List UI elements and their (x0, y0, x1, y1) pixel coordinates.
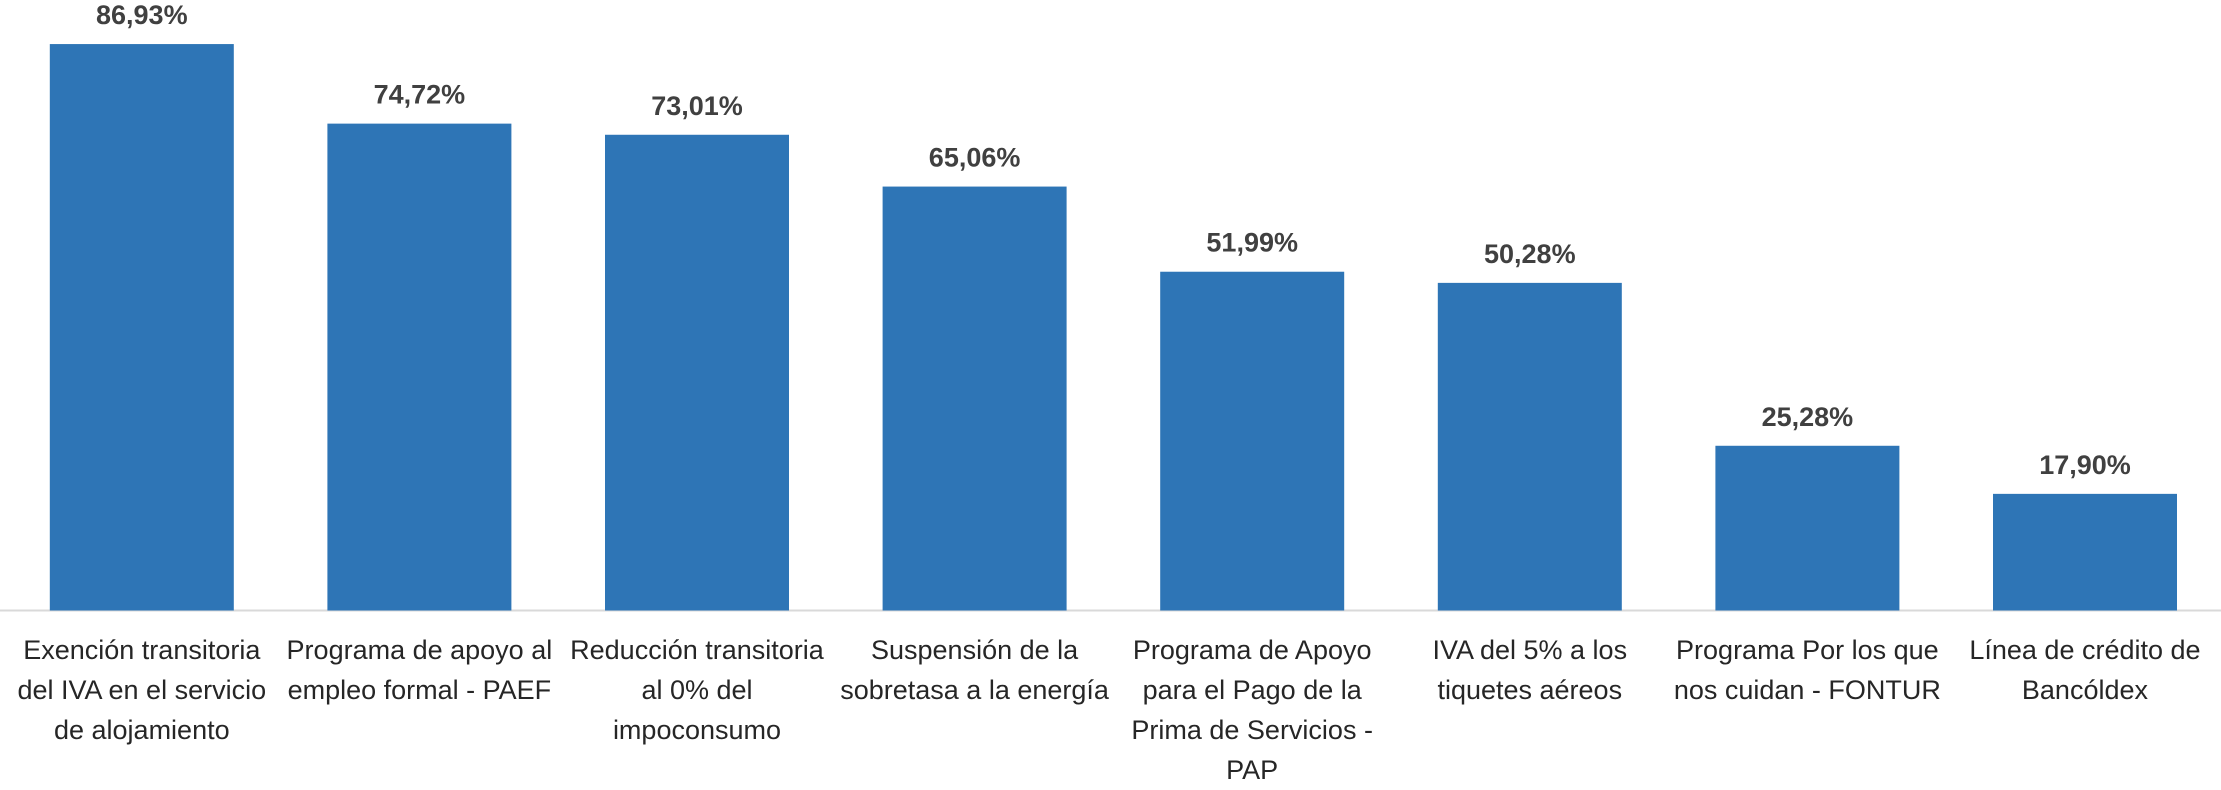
value-label: 50,28% (1484, 239, 1576, 269)
value-label: 51,99% (1206, 228, 1298, 258)
value-label: 86,93% (96, 0, 188, 30)
x-tick-label: IVA del 5% a los tiquetes aéreos (1432, 635, 1628, 705)
bar (1993, 493, 2177, 611)
bar (49, 44, 234, 611)
bar (882, 186, 1067, 611)
value-label: 65,06% (929, 143, 1021, 173)
value-label: 25,28% (1762, 402, 1854, 432)
x-tick-label: Programa de apoyo al empleo formal - PAE… (286, 635, 553, 705)
x-tick-label: Exención transitoria del IVA en el servi… (17, 635, 267, 745)
x-tick-label: Línea de crédito de Bancóldex (1969, 635, 2201, 705)
x-tick-label: Programa de Apoyo para el Pago de la Pri… (1131, 635, 1373, 785)
value-label: 17,90% (2039, 450, 2131, 480)
x-tick-label: Programa Por los que nos cuidan - FONTUR (1673, 635, 1941, 705)
x-tick-label: Suspensión de la sobretasa a la energía (840, 635, 1109, 705)
value-label: 73,01% (651, 91, 743, 121)
bar (1437, 282, 1622, 611)
bar (327, 123, 512, 611)
category-labels: Exención transitoria del IVA en el servi… (3, 630, 2221, 790)
bar (1715, 445, 1900, 611)
value-label: 74,72% (374, 80, 466, 110)
bar (605, 134, 789, 611)
x-tick-label: Reducción transitoria al 0% del impocons… (570, 635, 824, 745)
bar (1160, 271, 1345, 611)
chart: 86,93% 74,72% 73,01% 65,06% 51,99% 50,28% 25,2… (0, 0, 2221, 612)
